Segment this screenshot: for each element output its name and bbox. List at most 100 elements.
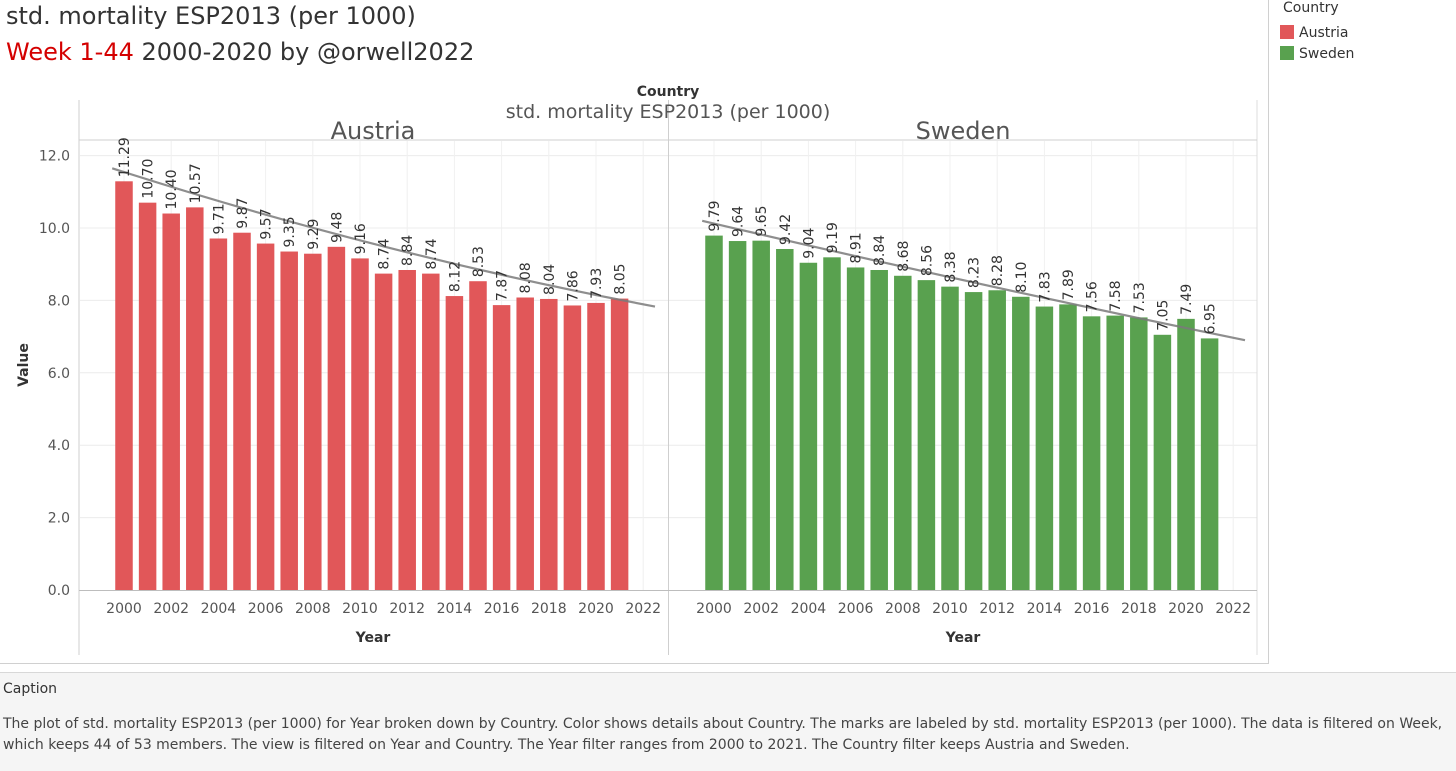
legend-label-austria: Austria [1299, 25, 1349, 41]
y-axis-label: Value [16, 343, 32, 387]
data-label-austria: 9.71 [211, 203, 227, 234]
bar-austria [516, 297, 534, 590]
data-label-austria: 9.48 [329, 212, 345, 243]
bar-austria [186, 207, 204, 590]
data-label-austria: 8.84 [400, 235, 416, 266]
x-tick-label: 2022 [625, 601, 661, 617]
legend-item-sweden[interactable]: Sweden [1280, 46, 1452, 66]
bar-austria [563, 305, 582, 590]
bar-austria [256, 243, 275, 591]
data-labels: 11.29 10.70 10.40 10.57 9.71 9.87 9.57 9.35 9.29… [117, 137, 1219, 334]
data-label-austria: 8.05 [613, 263, 629, 294]
data-label-sweden: 7.83 [1037, 271, 1053, 302]
bar-sweden [1059, 304, 1077, 590]
pane-header-sweden: Sweden [916, 117, 1011, 145]
x-tick-label: 2022 [1215, 601, 1251, 617]
data-label-sweden: 7.56 [1085, 281, 1101, 312]
data-label-sweden: 7.58 [1108, 280, 1124, 311]
subtitle-years-author: 2000-2020 by @orwell2022 [133, 38, 475, 66]
column-header-country: Country [637, 84, 700, 100]
x-tick-label: 2006 [838, 601, 874, 617]
chart-frame [78, 100, 1258, 655]
x-tick-label: 2002 [153, 601, 189, 617]
y-tick-label: 2.0 [48, 511, 70, 527]
caption-heading: Caption [3, 681, 58, 697]
x-tick-label: 2018 [1121, 601, 1157, 617]
data-label-austria: 8.04 [542, 264, 558, 295]
bar-sweden [1035, 306, 1054, 590]
data-label-austria: 7.93 [589, 268, 605, 299]
data-label-austria: 8.12 [447, 261, 463, 292]
bar-sweden [917, 280, 936, 590]
bar-sweden [1012, 296, 1030, 590]
bar-sweden [823, 257, 841, 590]
bar-sweden [941, 286, 959, 590]
bar-sweden [705, 235, 723, 591]
x-tick-label: 2012 [389, 601, 425, 617]
chart-subtitle: Week 1-44 2000-2020 by @orwell2022 [6, 38, 474, 66]
axes: 0.0 2.0 4.0 6.0 8.0 10.0 12.0 2000 2002 2004 2006 2… [39, 149, 1251, 617]
trend-lines [111, 167, 1246, 342]
data-label-sweden: 8.91 [849, 232, 865, 263]
x-tick-label: 2012 [979, 601, 1015, 617]
caption-text: The plot of std. mortality ESP2013 (per … [3, 716, 1443, 753]
x-tick-label: 2020 [1168, 601, 1204, 617]
bar-austria [327, 246, 346, 590]
bar-sweden [1130, 317, 1148, 590]
legend-swatch-sweden [1280, 46, 1294, 60]
data-label-sweden: 7.05 [1155, 300, 1171, 331]
x-tick-label: 2010 [932, 601, 968, 617]
bar-sweden [988, 290, 1006, 590]
bar-austria [138, 202, 157, 590]
data-label-austria: 9.16 [353, 223, 369, 254]
bar-austria [209, 238, 228, 591]
bar-austria [445, 296, 464, 590]
x-tick-label: 2018 [531, 601, 567, 617]
x-tick-label: 2000 [106, 601, 142, 617]
measure-title: std. mortality ESP2013 (per 1000) [506, 101, 831, 123]
legend-swatch-austria [1280, 25, 1294, 39]
bar-sweden [752, 240, 770, 591]
data-label-austria: 10.70 [141, 159, 157, 199]
bar-austria [422, 273, 440, 590]
legend-label-sweden: Sweden [1299, 46, 1355, 62]
bar-sweden [846, 267, 865, 590]
bar-austria [162, 213, 180, 590]
data-label-sweden: 9.42 [778, 214, 794, 245]
bar-austria [304, 253, 322, 590]
y-tick-label: 8.0 [48, 293, 70, 309]
data-label-sweden: 9.79 [707, 200, 723, 231]
x-tick-label: 2020 [578, 601, 614, 617]
data-label-austria: 8.74 [377, 238, 393, 269]
x-tick-label: 2006 [248, 601, 284, 617]
x-tick-label: 2002 [743, 601, 779, 617]
y-tick-label: 12.0 [39, 149, 70, 165]
bar-austria [233, 232, 251, 590]
x-tick-label: 2016 [484, 601, 520, 617]
bar-sweden [870, 269, 888, 590]
x-tick-label: 2004 [791, 601, 827, 617]
y-tick-label: 4.0 [48, 438, 70, 454]
legend-item-austria[interactable]: Austria [1280, 25, 1452, 45]
bar-sweden [728, 241, 747, 591]
y-tick-label: 0.0 [48, 583, 70, 599]
bar-austria [587, 302, 605, 590]
bar-sweden [799, 262, 818, 590]
data-label-sweden: 8.56 [919, 245, 935, 276]
data-label-sweden: 7.49 [1179, 284, 1195, 315]
data-label-sweden: 9.19 [825, 222, 841, 253]
x-tick-label: 2014 [1027, 601, 1063, 617]
bar-sweden [776, 248, 794, 590]
x-tick-label: 2000 [696, 601, 732, 617]
x-tick-label: 2004 [201, 601, 237, 617]
bar-austria [610, 298, 629, 590]
caption-panel [0, 672, 1456, 771]
data-label-austria: 9.29 [306, 219, 322, 250]
x-axis-label-sweden: Year [945, 630, 981, 646]
data-label-austria: 11.29 [117, 137, 133, 177]
bar-austria [398, 269, 416, 590]
trend-line-austria [111, 167, 656, 308]
y-tick-label: 6.0 [48, 366, 70, 382]
data-label-austria: 9.35 [282, 216, 298, 247]
legend[interactable]: Country Austria Sweden [1276, 0, 1456, 68]
